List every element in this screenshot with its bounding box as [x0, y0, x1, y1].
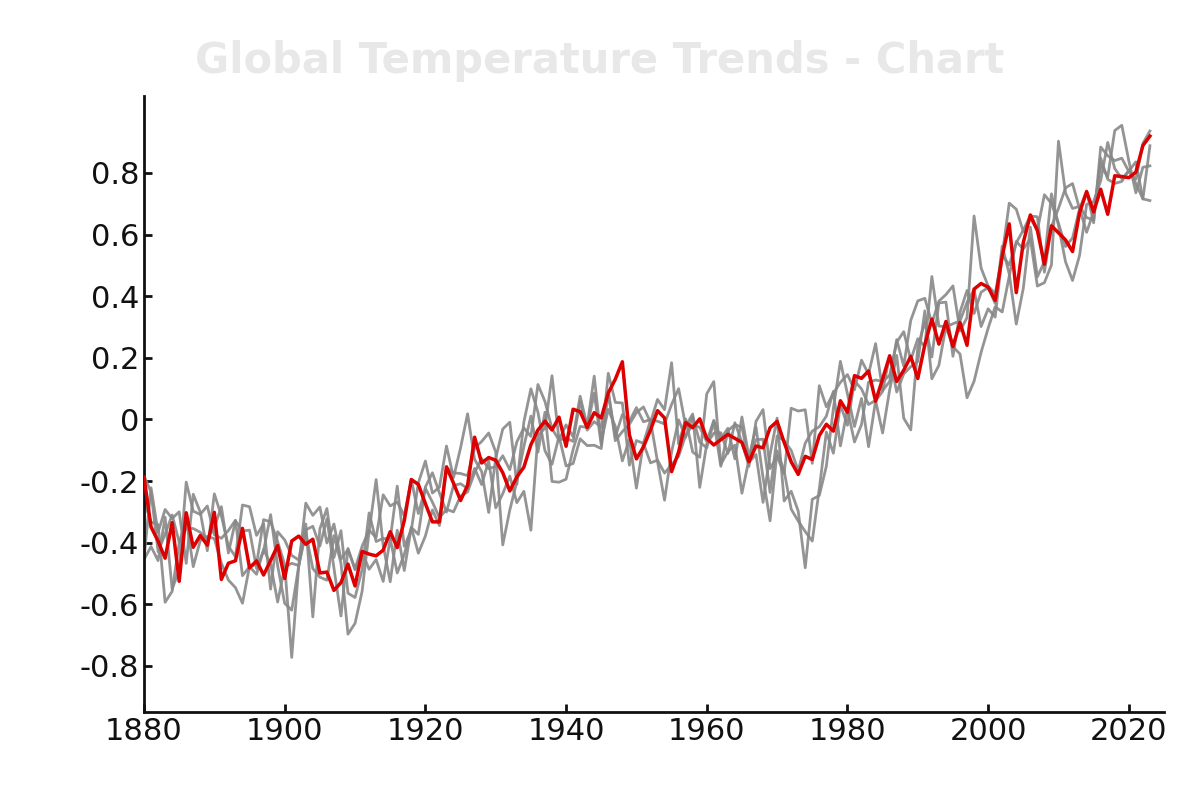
- Text: Global Temperature Trends - Chart: Global Temperature Trends - Chart: [196, 40, 1004, 82]
